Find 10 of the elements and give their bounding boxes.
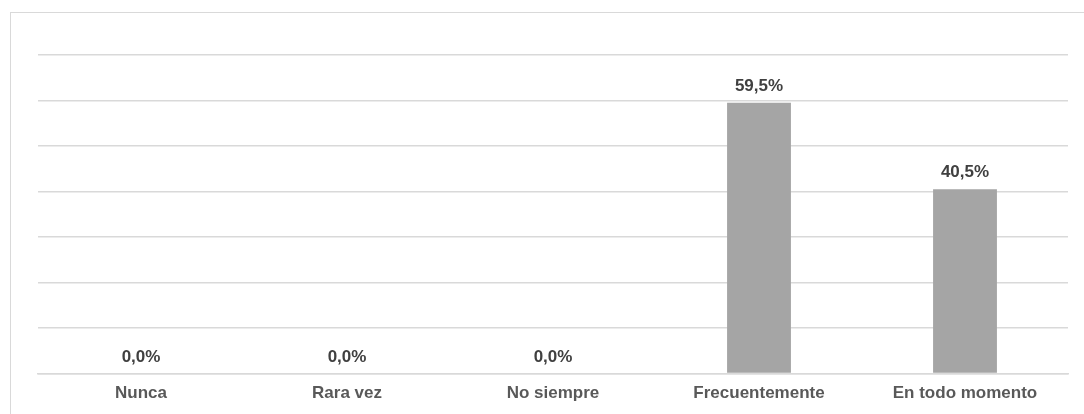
x-tick-label: No siempre: [506, 383, 600, 403]
x-tick-label: En todo momento: [892, 383, 1038, 403]
data-label: 0,0%: [533, 346, 573, 366]
data-label: 40,5%: [940, 162, 990, 182]
x-tick-label: Rara vez: [312, 383, 382, 403]
data-label: 0,0%: [121, 346, 161, 366]
x-tick-label: Frecuentemente: [693, 383, 825, 403]
data-label: 59,5%: [734, 75, 784, 95]
data-label: 0,0%: [327, 346, 367, 366]
x-tick-label: Nunca: [115, 383, 168, 403]
